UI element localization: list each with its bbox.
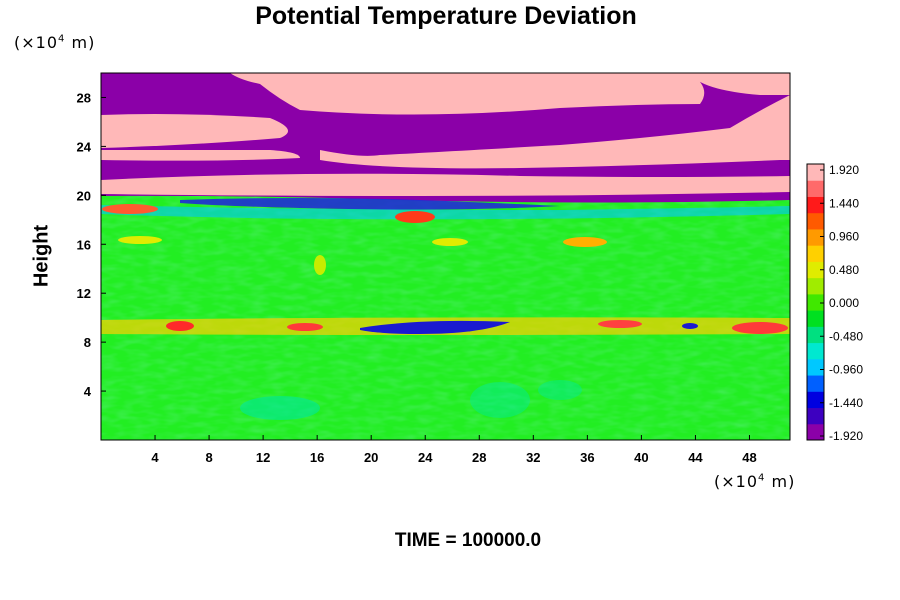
colorbar-swatch <box>807 245 824 262</box>
colorbar-swatch <box>807 196 824 214</box>
plot-frame <box>100 72 791 441</box>
cold-blob-k <box>682 323 698 329</box>
colorbar-tick-label: -1.920 <box>829 429 863 443</box>
upper-pink-band-mid <box>101 114 288 148</box>
upper-pink-band-main <box>320 95 790 169</box>
colorbar-swatch <box>807 212 824 230</box>
warm-blob-c <box>563 237 607 247</box>
colorbar-tick-label: 0.480 <box>829 263 859 277</box>
chart-title: Potential Temperature Deviation <box>255 2 637 30</box>
colorbar-swatch <box>807 423 824 441</box>
x-tick-label: 44 <box>688 450 703 465</box>
x-tick-label: 4 <box>151 450 159 465</box>
y-axis: 4 8 12 16 20 24 28 <box>77 90 106 399</box>
colorbar-swatch <box>807 228 824 246</box>
x-axis-unit: (×104 m) <box>714 472 796 491</box>
warm-blob-d <box>118 236 162 244</box>
cold-band-upper <box>180 198 560 210</box>
x-tick-label: 24 <box>418 450 433 465</box>
x-tick-label: 12 <box>256 450 270 465</box>
y-tick-label: 24 <box>77 139 92 154</box>
x-tick-label: 32 <box>526 450 540 465</box>
colorbar-tick-label: 1.440 <box>829 196 859 210</box>
y-tick-label: 16 <box>77 237 91 252</box>
warm-blob-a <box>395 211 435 223</box>
colorbar-tick-label: -0.960 <box>829 363 863 377</box>
colorbar-swatch <box>807 180 824 197</box>
x-tick-label: 36 <box>580 450 594 465</box>
warm-blob-e <box>432 238 468 246</box>
pink-strip-left <box>101 150 300 161</box>
colorbar-tick-label: -1.440 <box>829 396 863 410</box>
warm-blob-f <box>314 255 326 275</box>
cold-band-upper-cyan <box>101 205 790 220</box>
colorbar-tick-label: 0.000 <box>829 296 859 310</box>
warm-blob-j <box>732 322 788 334</box>
time-label: TIME = 100000.0 <box>394 530 542 551</box>
colorbar-tick-label: 0.960 <box>829 230 859 244</box>
colorbar-swatch <box>807 310 824 327</box>
colorbar-swatch <box>807 293 824 311</box>
upper-pink-band-top <box>230 73 790 115</box>
warm-blob-g <box>166 321 194 331</box>
colorbar-tick-label: -0.480 <box>829 329 863 343</box>
x-tick-label: 40 <box>634 450 648 465</box>
colorbar-frame <box>806 163 825 441</box>
y-tick-label: 8 <box>84 335 91 350</box>
colorbar-swatch <box>807 375 824 392</box>
cold-band-mid <box>360 320 510 334</box>
colorbar-tick-label: 1.920 <box>829 163 859 177</box>
y-tick-label: 12 <box>77 286 91 301</box>
x-tick-label: 48 <box>742 450 756 465</box>
colorbar-swatch <box>807 326 824 344</box>
y-tick-label: 20 <box>77 188 91 203</box>
y-axis-unit: (×104 m) <box>14 33 96 52</box>
colorbar-swatch <box>807 342 824 360</box>
y-tick-label: 28 <box>77 90 91 105</box>
colorbar-swatch <box>807 407 824 425</box>
cyan-patch-a <box>240 396 320 420</box>
colorbar-swatch <box>807 277 824 295</box>
potential-temperature-field <box>101 73 790 440</box>
colorbar-swatch <box>807 164 824 181</box>
warm-blob-h <box>287 323 323 331</box>
warm-blob-i <box>598 320 642 328</box>
x-axis: 4 8 12 16 20 24 28 32 36 40 44 48 <box>151 435 757 465</box>
cyan-patch-b <box>470 382 530 418</box>
warm-blob-b <box>102 204 158 214</box>
colorbar-swatch <box>807 261 824 279</box>
colorbar-swatch <box>807 358 824 376</box>
x-tick-label: 16 <box>310 450 324 465</box>
y-tick-label: 4 <box>84 384 92 399</box>
x-tick-label: 8 <box>205 450 212 465</box>
cyan-patch-c <box>538 380 582 400</box>
x-tick-label: 20 <box>364 450 378 465</box>
colorbar-swatch <box>807 391 824 409</box>
x-tick-label: 28 <box>472 450 486 465</box>
upper-pink-band-low <box>101 173 790 196</box>
colorbar: 1.920 1.440 0.960 0.480 0.000 -0.480 -0.960 -1.… <box>806 163 863 443</box>
